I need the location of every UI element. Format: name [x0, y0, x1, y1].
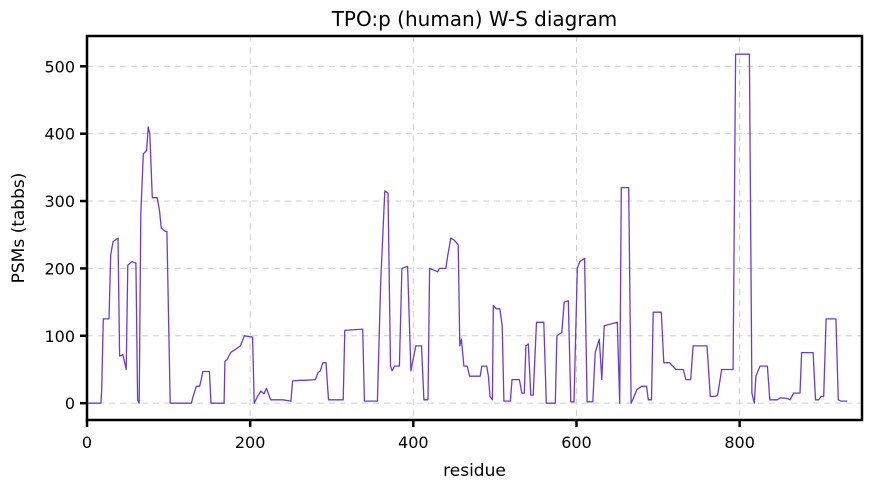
grid	[86, 36, 862, 420]
x-tick-label: 0	[82, 433, 92, 452]
y-axis-label: PSMs (tabbs)	[9, 173, 29, 284]
series-line-1	[87, 53, 848, 404]
ticks: 0 200 400 600 800 0 100 200 300 400 500	[44, 57, 754, 452]
y-tick-label: 100	[44, 327, 75, 346]
y-tick-label: 300	[44, 192, 75, 211]
x-tick-label: 400	[398, 433, 429, 452]
y-tick-label: 200	[44, 259, 75, 278]
axes-frame	[85, 34, 864, 422]
y-tick-label: 400	[44, 125, 75, 144]
x-tick-label: 600	[561, 433, 592, 452]
x-tick-label: 800	[724, 433, 755, 452]
x-tick-label: 200	[235, 433, 266, 452]
chart-title: TPO:p (human) W-S diagram	[331, 7, 618, 31]
plot-area	[87, 53, 848, 404]
y-tick-label: 0	[65, 394, 75, 413]
x-axis-label: residue	[443, 461, 506, 481]
y-tick-label: 500	[44, 57, 75, 76]
